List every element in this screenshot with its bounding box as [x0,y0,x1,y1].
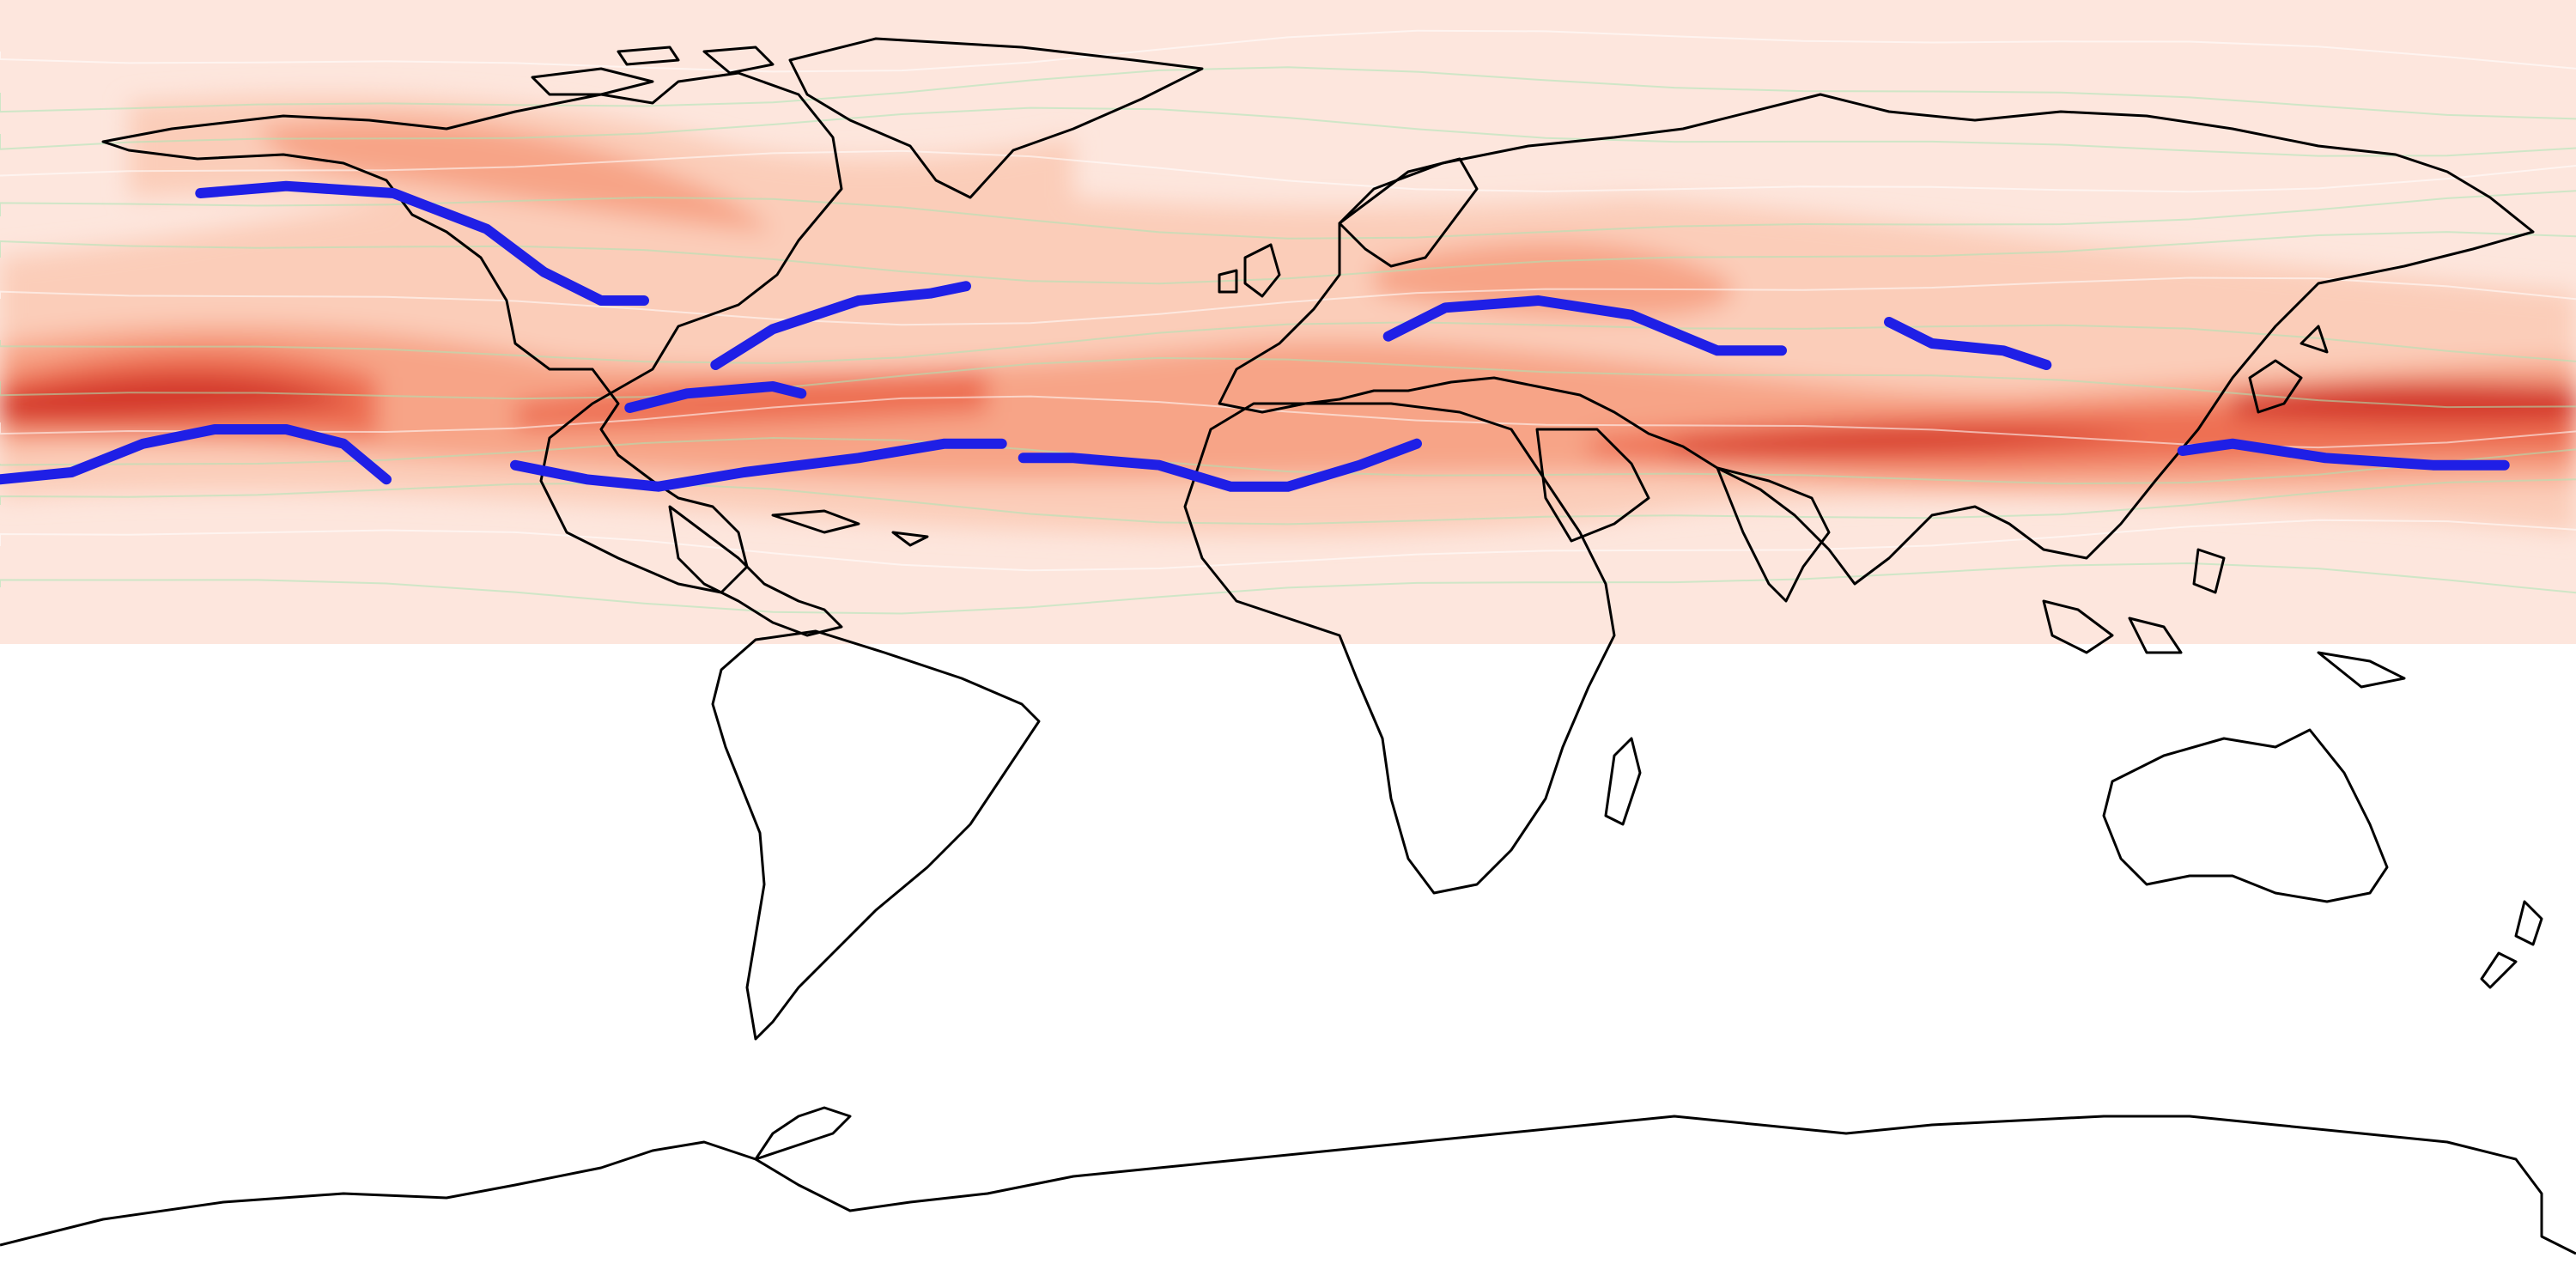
jet-axis-jet-6 [1018,438,1422,492]
field-contours [0,29,2576,615]
field-band-medium-polar [258,118,773,232]
field-band-strong-atlantic [515,369,987,429]
coastline-south-america [711,629,1041,1041]
coastline-caribbean [771,509,929,547]
field-contour-line [0,29,2576,73]
coastline-greenland [788,37,1204,199]
jet-axis-jet-5 [624,381,807,413]
coastline-new-zealand [2480,900,2543,989]
coastline-canadian-arctic-islands [531,46,775,96]
field-contour-line [0,190,2576,240]
coastline-southeast-asia-islands [2042,548,2406,689]
coastline-japan [2248,325,2329,414]
coastline-scandinavia [1338,157,1479,268]
coastline-arabia [1535,428,1650,543]
field-band-medium-europe [1374,241,1735,318]
coastline-antarctic-peninsula [754,1106,852,1161]
field-contour-line [0,562,2576,615]
field-contour-line [0,395,2576,449]
field-contour-line [0,321,2576,365]
coastline-north-america [101,71,843,594]
field-contour-line [0,276,2576,326]
jet-axis-jet-9 [2177,438,2510,471]
field-contour-line [0,436,2576,485]
field-contour-line [0,149,2576,193]
jet-axis-jet-3 [710,281,971,370]
wind-speed-field [0,0,2576,644]
coastline-europe-asia [1218,93,2535,586]
jet-axes [0,180,2510,492]
field-contour-line [0,66,2576,120]
coastline-central-america [668,505,843,637]
coastline-africa [1183,402,1616,895]
field-contour-line [0,106,2576,157]
coastline-madagascar [1604,737,1642,826]
field-contour-line [0,356,2576,409]
jet-axis-jet-1 [0,424,392,485]
jet-axis-jet-2 [195,180,649,306]
jet-axis-jet-4 [510,438,1007,492]
jet-axis-jet-8 [1884,317,2052,370]
coastlines [0,37,2576,1255]
field-core [0,374,2576,454]
field-contour-line [0,478,2576,526]
coastline-australia [2102,728,2389,903]
coastline-antarctica [0,1115,2576,1255]
jet-axis-jet-7 [1382,295,1787,356]
field-contour-line [0,519,2576,572]
coastline-india [1716,466,1831,603]
coastline-british-isles [1218,243,1281,298]
field-contour-line [0,231,2576,285]
